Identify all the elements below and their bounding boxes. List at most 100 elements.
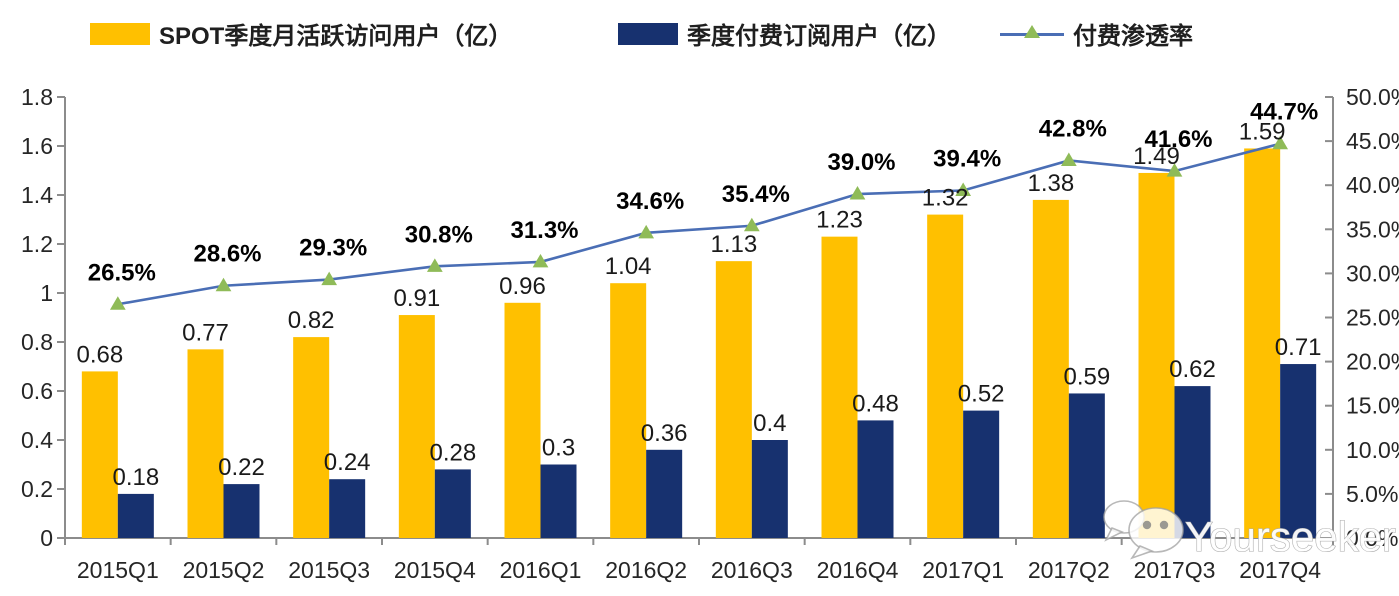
penetration-value-label: 29.3%	[299, 235, 367, 262]
triangle-marker-icon	[1024, 24, 1040, 38]
triangle-marker-icon	[1272, 135, 1289, 150]
right-tick-label: 35.0%	[1346, 216, 1399, 242]
penetration-value-label: 39.0%	[827, 149, 895, 176]
penetration-value-label: 42.8%	[1039, 116, 1107, 143]
bar-subs	[540, 464, 577, 538]
right-tick-label: 45.0%	[1346, 128, 1399, 154]
triangle-marker-icon	[849, 186, 866, 200]
left-tick-label: 0	[40, 525, 53, 551]
bar-mau	[1138, 172, 1175, 538]
penetration-value-label: 39.4%	[933, 145, 1001, 172]
bar-mau	[1032, 199, 1069, 538]
penetration-value-label: 31.3%	[510, 217, 578, 244]
subs-value-label: 0.62	[1169, 356, 1216, 383]
mau-value-label: 1.49	[1133, 143, 1180, 170]
x-category-label: 2015Q2	[183, 557, 265, 583]
bar-subs	[223, 484, 260, 538]
penetration-value-label: 28.6%	[193, 241, 261, 268]
wechat-icon	[1128, 507, 1184, 553]
bar-subs	[329, 479, 366, 538]
x-category-label: 2015Q4	[394, 557, 476, 583]
triangle-marker-icon	[321, 271, 338, 286]
wechat-eye	[1159, 520, 1169, 530]
chart-legend: SPOT季度月活跃访问用户（亿） 季度付费订阅用户（亿） 付费渗透率	[0, 0, 1399, 60]
subs-value-label: 0.24	[324, 449, 371, 476]
x-category-label: 2017Q2	[1028, 557, 1110, 583]
left-tick-label: 0.2	[21, 476, 53, 502]
legend-swatch-penetration-line	[1000, 23, 1064, 45]
data-labels: 0.68 0.18 26.5% 0.77 0.22 28.6% 0.82 0.24 29.3% 0…	[76, 99, 1321, 491]
x-category-label: 2016Q4	[817, 557, 899, 583]
mau-value-label: 1.59	[1239, 118, 1286, 145]
mau-value-label: 0.96	[499, 273, 546, 300]
bar-subs	[1174, 386, 1211, 538]
x-category-label: 2017Q3	[1134, 557, 1216, 583]
bar-mau	[293, 337, 330, 538]
x-category-label: 2016Q1	[500, 557, 582, 583]
triangle-marker-icon	[215, 277, 232, 292]
bars-mau	[81, 148, 1281, 538]
bar-subs	[751, 440, 788, 538]
subs-value-label: 0.18	[112, 464, 159, 491]
triangle-marker-icon	[1060, 152, 1077, 167]
triangle-marker-icon	[109, 296, 126, 310]
subs-value-label: 0.59	[1063, 363, 1110, 390]
x-category-label: 2017Q4	[1239, 557, 1321, 583]
left-tick-label: 1.4	[21, 182, 53, 208]
legend-label-mau: SPOT季度月活跃访问用户（亿）	[159, 23, 513, 50]
subs-value-label: 0.52	[958, 381, 1005, 408]
mau-value-label: 1.38	[1027, 170, 1074, 197]
right-tick-label: 15.0%	[1346, 393, 1399, 419]
mau-value-label: 0.82	[288, 307, 335, 334]
right-tick-label: 50.0%	[1346, 84, 1399, 110]
penetration-value-label: 30.8%	[405, 221, 473, 248]
left-tick-label: 0.6	[21, 378, 53, 404]
wechat-icon	[1130, 545, 1155, 560]
mau-value-label: 0.77	[182, 319, 229, 346]
subs-value-label: 0.22	[218, 454, 265, 481]
penetration-value-label: 35.4%	[722, 181, 790, 208]
legend-item-mau: SPOT季度月活跃访问用户（亿）	[90, 16, 512, 51]
bar-mau	[398, 315, 435, 538]
x-category-label: 2015Q1	[77, 557, 159, 583]
triangle-marker-icon	[638, 224, 655, 239]
left-tick-label: 1.8	[21, 84, 53, 110]
bar-mau	[821, 236, 858, 538]
bar-subs	[646, 449, 683, 538]
legend-label-subs: 季度付费订阅用户（亿）	[687, 23, 951, 50]
right-tick-label: 25.0%	[1346, 305, 1399, 331]
subs-value-label: 0.71	[1275, 334, 1322, 361]
bar-mau	[187, 349, 224, 538]
right-axis-ticks: 0.0% 5.0% 10.0% 15.0% 20.0% 25.0% 30.0% 35.0% 40…	[1325, 84, 1399, 551]
x-category-label: 2017Q1	[922, 557, 1004, 583]
triangle-marker-icon	[426, 258, 443, 272]
penetration-value-label: 41.6%	[1144, 126, 1212, 153]
bar-subs	[434, 469, 471, 538]
bars-subs	[117, 364, 1317, 538]
wechat-icon	[1104, 526, 1124, 542]
legend-label-penetration: 付费渗透率	[1073, 23, 1193, 50]
penetration-line-path	[117, 142, 1281, 306]
bar-subs	[1068, 393, 1105, 538]
right-tick-label: 5.0%	[1346, 481, 1398, 507]
mau-value-label: 1.23	[816, 207, 863, 234]
bar-mau	[715, 261, 752, 538]
bar-subs	[117, 493, 154, 538]
bar-mau	[1244, 148, 1281, 538]
legend-item-subs: 季度付费订阅用户（亿）	[618, 16, 951, 51]
left-axis-ticks: 0 0.2 0.4 0.6 0.8 1 1.2 1.4 1.6 1.8	[21, 84, 65, 551]
mau-value-label: 1.04	[605, 253, 652, 280]
triangle-marker-icon	[743, 217, 760, 232]
legend-swatch-mau	[90, 22, 150, 45]
bar-subs	[857, 420, 894, 538]
bar-subs	[1280, 364, 1317, 538]
x-category-label: 2015Q3	[288, 557, 370, 583]
watermark: Yourseeker	[1103, 500, 1396, 561]
right-tick-label: 10.0%	[1346, 437, 1399, 463]
subs-value-label: 0.36	[641, 420, 688, 447]
wechat-eye	[1142, 520, 1152, 530]
watermark-text: Yourseeker	[1185, 513, 1396, 560]
penetration-value-label: 34.6%	[616, 188, 684, 215]
legend-item-penetration: 付费渗透率	[1000, 16, 1193, 51]
